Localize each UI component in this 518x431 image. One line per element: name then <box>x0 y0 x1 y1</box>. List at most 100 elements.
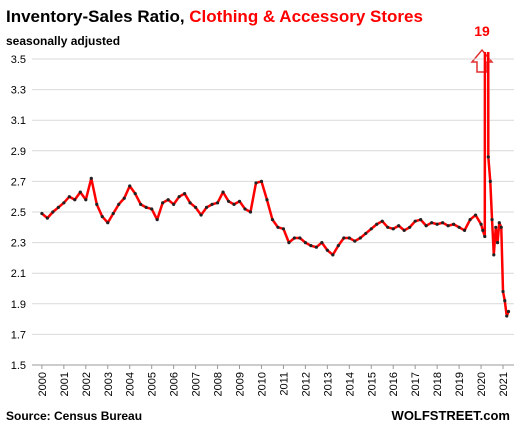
x-tick-label: 2016 <box>388 372 400 396</box>
y-tick-label: 1.5 <box>11 360 26 372</box>
data-point <box>320 241 324 245</box>
data-point <box>347 236 351 240</box>
data-point <box>380 219 384 223</box>
y-tick-label: 1.9 <box>11 299 26 311</box>
data-point <box>270 218 275 222</box>
data-point <box>259 179 264 183</box>
data-point <box>292 236 297 240</box>
data-point <box>386 225 390 229</box>
plot-area: 1.5 1.7 1.9 2.1 2.3 2.5 2.7 2.9 3.1 3.3 3.5 2000 200… <box>11 52 514 396</box>
data-point <box>106 221 110 225</box>
x-tick-label: 2005 <box>147 372 159 396</box>
x-tick-label: 2021 <box>498 372 510 396</box>
data-point <box>309 244 313 248</box>
data-point <box>495 241 500 245</box>
data-point <box>155 218 159 222</box>
x-tick-label: 2007 <box>191 372 203 396</box>
data-point <box>287 241 291 245</box>
y-tick-label: 2.9 <box>11 146 26 158</box>
x-tick-label: 2002 <box>81 372 93 396</box>
x-tick-label: 2000 <box>37 372 49 396</box>
data-point <box>89 176 93 180</box>
data-point <box>78 190 82 194</box>
data-point <box>100 214 104 219</box>
x-tick-label: 2008 <box>213 372 225 396</box>
data-point <box>441 221 445 225</box>
data-point <box>161 201 165 205</box>
data-point <box>408 225 412 229</box>
data-point <box>188 201 192 205</box>
data-point <box>122 196 126 200</box>
data-point <box>488 179 492 183</box>
data-point <box>314 245 318 249</box>
data-point <box>243 207 247 211</box>
data-point <box>84 198 88 202</box>
data-point <box>281 227 286 231</box>
x-tick-label: 2006 <box>169 372 181 396</box>
data-point <box>40 211 44 216</box>
y-tick-label: 3.5 <box>11 54 26 66</box>
data-point <box>430 221 434 225</box>
x-tick-label: 2001 <box>59 372 71 396</box>
data-point <box>486 155 490 159</box>
data-point <box>505 314 509 318</box>
data-point <box>391 227 395 231</box>
data-point <box>172 202 176 206</box>
x-tick-label: 2003 <box>103 372 115 396</box>
x-tick-label: 2018 <box>432 372 444 396</box>
data-point <box>254 181 258 185</box>
data-point <box>499 225 503 229</box>
data-point <box>503 299 507 303</box>
data-point <box>51 210 55 214</box>
data-point <box>56 205 60 210</box>
data-point <box>342 236 346 240</box>
data-point <box>150 207 154 211</box>
data-point <box>183 192 187 196</box>
title-main: Inventory-Sales Ratio, <box>6 7 189 26</box>
chart-title: Inventory-Sales Ratio, Clothing & Access… <box>6 7 423 26</box>
data-point <box>139 202 143 206</box>
x-tick-label: 2009 <box>235 372 247 396</box>
x-tick-label: 2020 <box>476 372 488 396</box>
data-point <box>73 198 77 202</box>
data-point <box>490 218 494 222</box>
data-point <box>435 222 439 226</box>
data-point <box>457 225 461 229</box>
data-point <box>419 218 423 222</box>
y-tick-label: 1.7 <box>11 329 26 341</box>
data-point <box>468 218 472 222</box>
data-point <box>193 205 198 210</box>
data-point <box>483 234 487 239</box>
data-point <box>276 225 280 229</box>
x-tick-label: 2011 <box>278 372 290 396</box>
data-point <box>402 228 406 232</box>
x-tick-label: 2017 <box>410 372 422 396</box>
y-tick-label: 2.5 <box>11 207 26 219</box>
data-point <box>45 216 49 220</box>
x-tick-label: 2004 <box>125 372 137 396</box>
data-point <box>446 224 450 228</box>
y-tick-label: 2.1 <box>11 268 26 280</box>
data-point <box>226 199 231 203</box>
data-line <box>41 52 510 318</box>
data-point <box>117 202 121 206</box>
data-point <box>369 227 373 231</box>
data-point <box>452 222 456 226</box>
data-point <box>62 201 66 205</box>
x-tick-label: 2019 <box>454 372 466 396</box>
data-point <box>248 210 253 214</box>
data-point <box>303 241 307 245</box>
data-point <box>331 253 335 257</box>
data-point <box>325 248 329 252</box>
y-tick-label: 3.1 <box>11 115 26 127</box>
credit: WOLFSTREET.com <box>392 408 510 423</box>
data-point <box>336 244 340 248</box>
y-tick-label: 2.7 <box>11 176 26 188</box>
x-tick-label: 2014 <box>344 372 356 396</box>
data-point <box>144 205 148 210</box>
y-tick-label: 3.3 <box>11 85 26 97</box>
data-point <box>492 253 496 257</box>
data-point <box>358 236 362 240</box>
x-tick-label: 2010 <box>256 372 268 396</box>
